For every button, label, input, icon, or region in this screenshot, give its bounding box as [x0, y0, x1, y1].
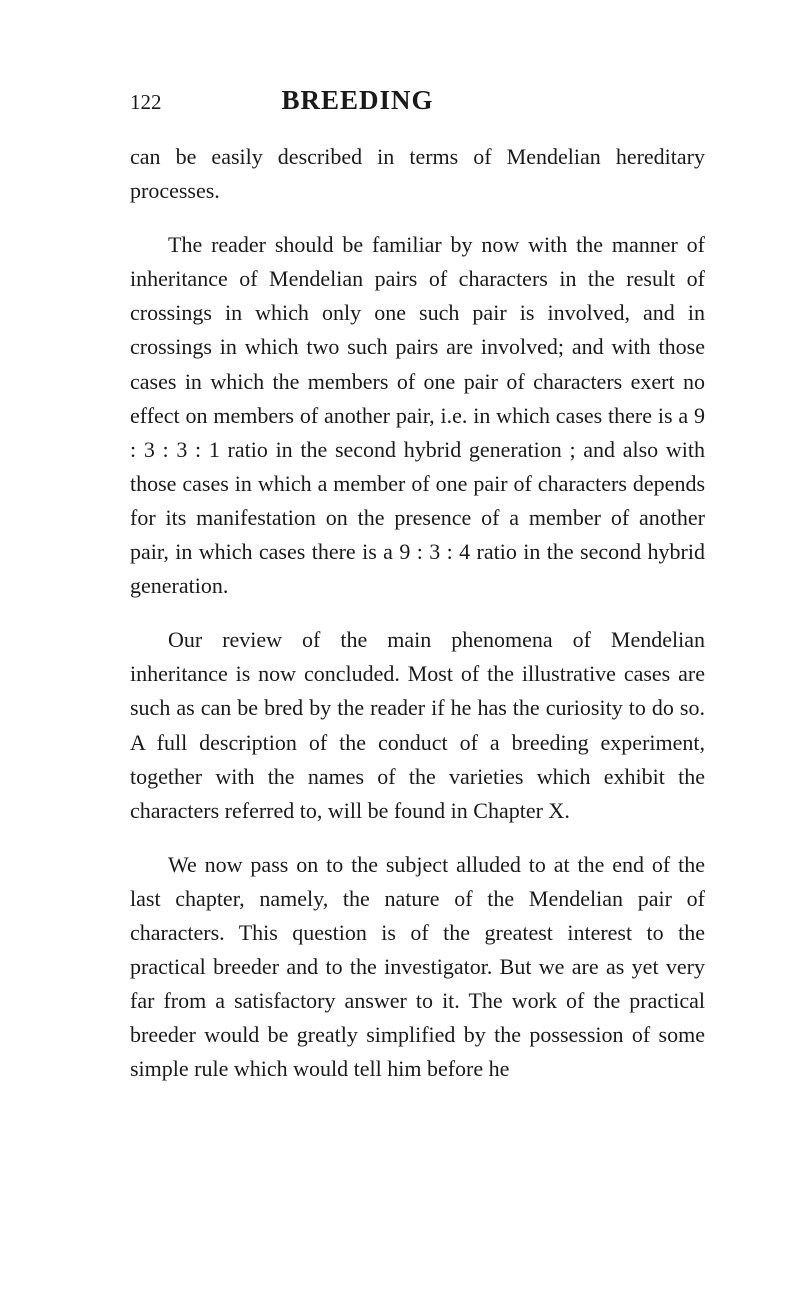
paragraph-3: Our review of the main phenomena of Mend…	[130, 623, 705, 828]
paragraph-2: The reader should be familiar by now wit…	[130, 228, 705, 603]
chapter-title: BREEDING	[282, 85, 434, 116]
paragraph-4: We now pass on to the subject alluded to…	[130, 848, 705, 1087]
paragraph-1: can be easily described in terms of Mend…	[130, 140, 705, 208]
page-header: 122 BREEDING	[130, 85, 705, 116]
page-number: 122	[130, 90, 162, 115]
